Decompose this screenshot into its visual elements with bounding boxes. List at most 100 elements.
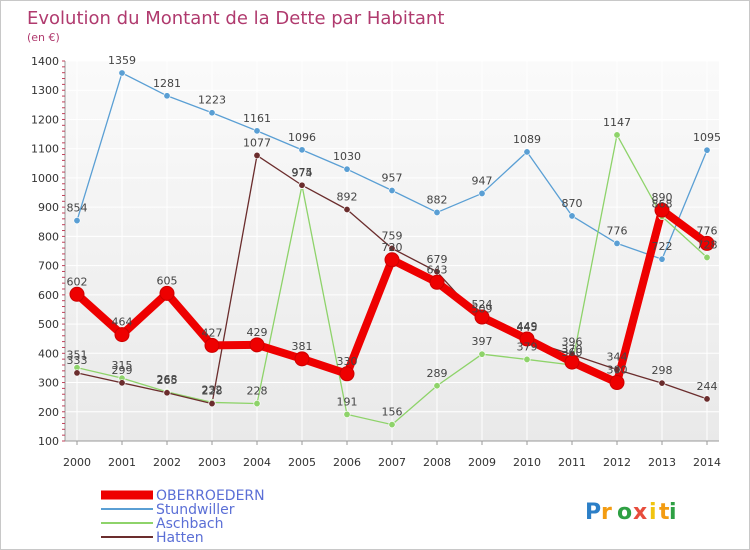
data-label-aschbach: 379: [517, 340, 538, 353]
data-label-hatten: 445: [517, 321, 538, 334]
data-label-aschbach: 156: [382, 406, 403, 419]
data-point-oberroedern: [339, 366, 355, 382]
data-label-oberroedern: 300: [607, 364, 628, 377]
data-point-oberroedern: [519, 331, 535, 347]
data-point-aschbach: [703, 253, 711, 261]
data-point-aschbach: [253, 400, 261, 408]
data-label-hatten: 975: [292, 166, 313, 179]
data-label-stundwiller: 1089: [513, 133, 541, 146]
data-point-hatten: [163, 389, 171, 397]
legend-label: Hatten: [156, 530, 204, 546]
y-tick-label: 600: [38, 289, 59, 302]
data-point-aschbach: [343, 410, 351, 418]
data-label-aschbach: 351: [67, 349, 88, 362]
x-tick-label: 2004: [243, 456, 271, 469]
x-tick-label: 2011: [558, 456, 586, 469]
data-point-oberroedern: [609, 375, 625, 391]
data-label-aschbach: 232: [202, 383, 223, 396]
data-label-oberroedern: 330: [337, 355, 358, 368]
data-point-oberroedern: [474, 309, 490, 325]
logo-letter: i: [669, 500, 677, 525]
data-point-oberroedern: [204, 337, 220, 353]
x-tick-label: 2000: [63, 456, 91, 469]
data-label-aschbach: 289: [427, 367, 448, 380]
logo-letter: r: [601, 500, 612, 525]
x-tick-label: 2003: [198, 456, 226, 469]
data-label-aschbach: 360: [562, 346, 583, 359]
y-tick-label: 500: [38, 318, 59, 331]
data-point-stundwiller: [298, 146, 306, 154]
data-label-stundwiller: 957: [382, 171, 403, 184]
chart-title: Evolution du Montant de la Dette par Hab…: [27, 8, 444, 29]
y-tick-label: 1300: [31, 84, 59, 97]
data-point-hatten: [388, 244, 396, 252]
data-label-stundwiller: 1359: [108, 54, 136, 67]
data-point-stundwiller: [433, 208, 441, 216]
data-point-oberroedern: [249, 337, 265, 353]
y-tick-label: 300: [38, 377, 59, 390]
data-label-stundwiller: 882: [427, 193, 448, 206]
data-label-oberroedern: 449: [517, 320, 538, 333]
data-label-hatten: 333: [67, 354, 88, 367]
data-label-oberroedern: 643: [427, 263, 448, 276]
data-point-stundwiller: [388, 186, 396, 194]
y-tick-label: 400: [38, 347, 59, 360]
data-point-hatten: [253, 151, 261, 159]
x-tick-label: 2012: [603, 456, 631, 469]
data-label-stundwiller: 1096: [288, 131, 316, 144]
data-point-stundwiller: [613, 239, 621, 247]
legend-label: Stundwiller: [156, 502, 235, 518]
y-tick-label: 1100: [31, 143, 59, 156]
data-label-oberroedern: 464: [112, 316, 133, 329]
data-label-oberroedern: 602: [67, 275, 88, 288]
y-tick-label: 100: [38, 435, 59, 448]
data-point-hatten: [703, 395, 711, 403]
data-point-stundwiller: [568, 212, 576, 220]
data-label-stundwiller: 776: [607, 224, 628, 237]
data-label-stundwiller: 1281: [153, 77, 181, 90]
data-label-aschbach: 228: [247, 385, 268, 398]
data-label-hatten: 298: [652, 364, 673, 377]
data-label-hatten: 1077: [243, 136, 271, 149]
data-label-oberroedern: 427: [202, 326, 223, 339]
data-point-hatten: [613, 366, 621, 374]
data-point-stundwiller: [343, 165, 351, 173]
x-tick-label: 2001: [108, 456, 136, 469]
data-label-stundwiller: 1030: [333, 150, 361, 163]
data-label-aschbach: 728: [697, 238, 718, 251]
x-tick-label: 2009: [468, 456, 496, 469]
data-label-aschbach: 1147: [603, 116, 631, 129]
x-tick-label: 2002: [153, 456, 181, 469]
data-label-oberroedern: 720: [382, 241, 403, 254]
data-label-hatten: 396: [562, 335, 583, 348]
data-label-oberroedern: 429: [247, 326, 268, 339]
data-label-aschbach: 397: [472, 335, 493, 348]
data-point-oberroedern: [114, 327, 130, 343]
data-point-oberroedern: [699, 235, 715, 251]
data-label-stundwiller: 1095: [693, 131, 721, 144]
data-label-aschbach: 315: [112, 359, 133, 372]
logo-letter: t: [659, 500, 670, 525]
data-label-hatten: 244: [697, 380, 718, 393]
y-tick-label: 800: [38, 230, 59, 243]
data-point-aschbach: [523, 355, 531, 363]
y-tick-label: 1400: [31, 55, 59, 68]
x-tick-label: 2006: [333, 456, 361, 469]
data-point-oberroedern: [654, 202, 670, 218]
x-tick-label: 2008: [423, 456, 451, 469]
data-point-stundwiller: [73, 217, 81, 225]
data-label-hatten: 509: [472, 302, 493, 315]
data-point-aschbach: [613, 131, 621, 139]
data-point-oberroedern: [159, 285, 175, 301]
data-point-aschbach: [433, 382, 441, 390]
data-label-aschbach: 191: [337, 395, 358, 408]
logo-letter: i: [649, 500, 657, 525]
data-point-oberroedern: [294, 351, 310, 367]
data-label-aschbach: 974: [292, 167, 313, 180]
data-point-stundwiller: [118, 69, 126, 77]
data-point-aschbach: [388, 421, 396, 429]
data-label-stundwiller: 854: [67, 202, 88, 215]
y-tick-label: 1200: [31, 113, 59, 126]
data-point-hatten: [298, 181, 306, 189]
